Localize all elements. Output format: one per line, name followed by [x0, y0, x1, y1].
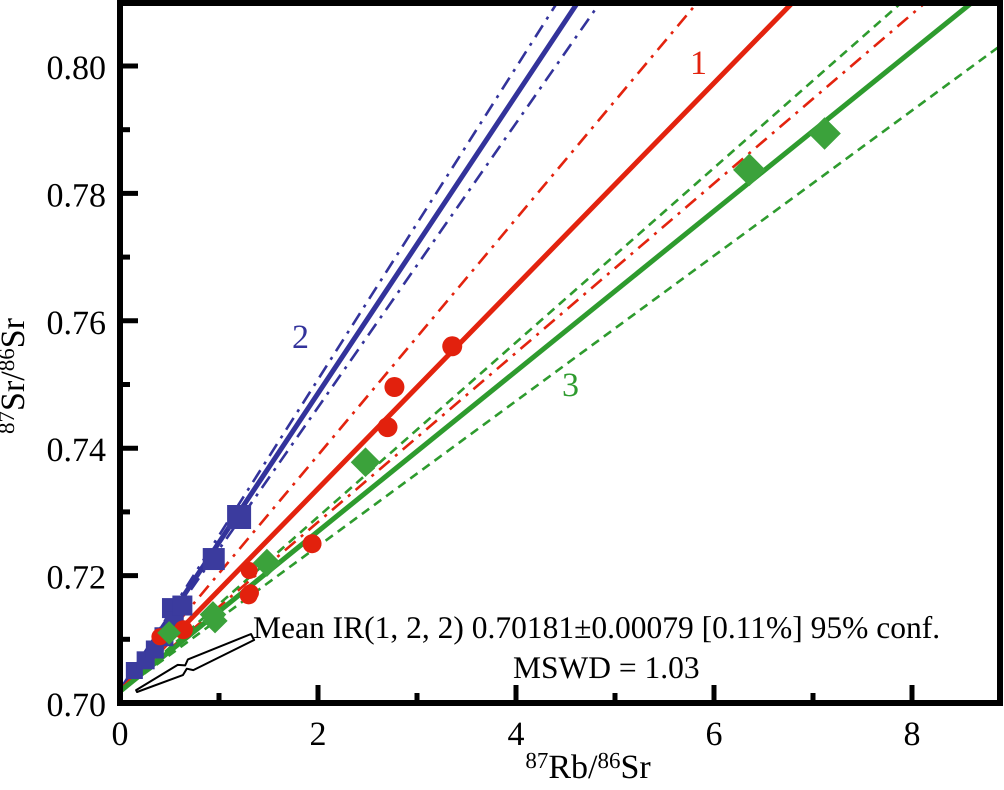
svg-text:0: 0 — [112, 716, 129, 753]
svg-text:0.72: 0.72 — [47, 560, 107, 597]
svg-text:0.76: 0.76 — [47, 305, 107, 342]
svg-text:87Sr/86Sr: 87Sr/86Sr — [0, 317, 32, 434]
svg-text:6: 6 — [706, 716, 723, 753]
svg-text:2: 2 — [310, 716, 327, 753]
svg-text:87Rb/86Sr: 87Rb/86Sr — [525, 748, 651, 786]
svg-text:4: 4 — [508, 716, 525, 753]
svg-text:2: 2 — [292, 319, 309, 356]
svg-text:0.74: 0.74 — [47, 432, 107, 469]
svg-text:Mean IR(1, 2, 2) 0.70181±0.000: Mean IR(1, 2, 2) 0.70181±0.00079 [0.11%]… — [253, 610, 940, 645]
svg-text:3: 3 — [562, 367, 579, 404]
svg-text:0.80: 0.80 — [47, 50, 107, 87]
svg-text:8: 8 — [904, 716, 921, 753]
svg-text:0.78: 0.78 — [47, 177, 107, 214]
svg-text:MSWD = 1.03: MSWD = 1.03 — [513, 650, 700, 685]
svg-text:0.70: 0.70 — [47, 687, 107, 724]
svg-text:1: 1 — [690, 45, 707, 82]
